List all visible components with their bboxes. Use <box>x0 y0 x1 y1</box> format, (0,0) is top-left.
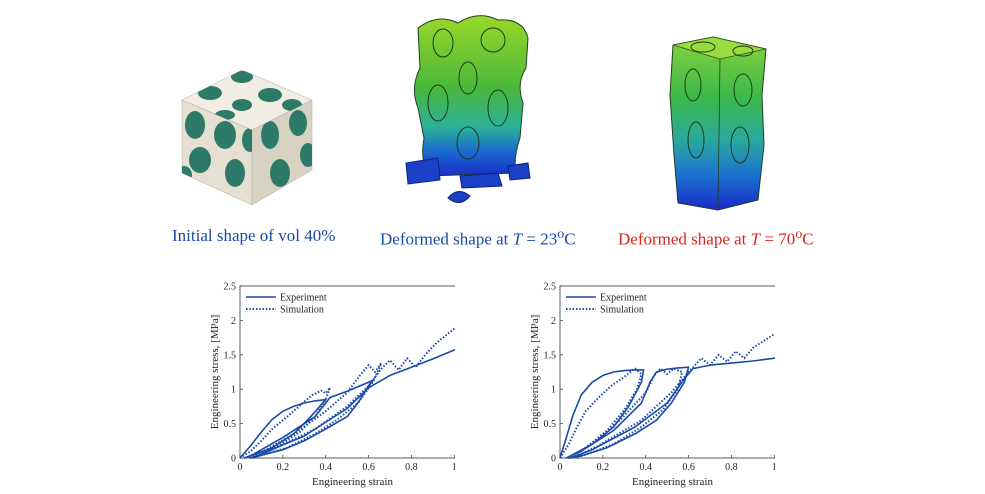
legend-label-experiment: Experiment <box>280 293 327 304</box>
legend-label-simulation: Simulation <box>280 305 324 316</box>
y-tick-label: 2.5 <box>544 282 557 293</box>
caption-var: T <box>512 229 523 249</box>
caption-value: 23 <box>540 229 558 249</box>
x-tick-label: 0.4 <box>319 462 332 473</box>
y-tick-label: 1 <box>551 385 556 396</box>
caption-text: Initial shape of vol 40% <box>172 226 336 245</box>
caption-value: 70 <box>778 229 796 249</box>
x-tick-label: 0 <box>558 462 563 473</box>
caption-deformed-23c: Deformed shape at T = 23oC <box>380 226 576 250</box>
caption-unit: C <box>802 229 814 249</box>
series-simulation-line <box>239 326 455 459</box>
caption-eq: = <box>760 229 779 249</box>
plot-frame <box>559 285 775 459</box>
series-experiment-line <box>239 348 455 459</box>
y-tick-label: 2.5 <box>224 282 237 293</box>
caption-initial-shape: Initial shape of vol 40% <box>172 226 335 246</box>
deformed-shape-70c <box>669 36 767 211</box>
x-axis-label: Engineering strain <box>312 476 393 488</box>
x-tick-label: 0.8 <box>725 462 738 473</box>
stress-strain-chart-left: 0 0.2 0.4 0.6 0.8 1 0 0.5 1 1.5 2 2.5 Engineering st… <box>209 282 455 488</box>
y-tick-label: 2 <box>231 316 236 327</box>
stress-strain-chart-right: 0 0.2 0.4 0.6 0.8 1 0 0.5 1 1.5 2 2.5 Engineering st… <box>529 282 775 488</box>
x-tick-label: 0.6 <box>362 462 375 473</box>
caption-deformed-70c: Deformed shape at T = 70oC <box>618 226 814 250</box>
x-tick-label: 1 <box>452 462 455 473</box>
caption-unit: C <box>564 229 576 249</box>
y-tick-label: 0 <box>551 454 556 465</box>
x-tick-label: 0.4 <box>639 462 652 473</box>
y-tick-label: 0.5 <box>224 419 237 430</box>
series-experiment-line <box>559 357 775 459</box>
deformed-shape-23c <box>405 15 531 203</box>
caption-var: T <box>750 229 761 249</box>
y-axis-label: Engineering stress, [MPa] <box>529 315 541 430</box>
x-tick-label: 0.8 <box>405 462 418 473</box>
y-tick-label: 0 <box>231 454 236 465</box>
x-tick-label: 0.6 <box>682 462 695 473</box>
x-tick-label: 0 <box>238 462 243 473</box>
x-tick-label: 0.2 <box>277 462 290 473</box>
caption-sup: o <box>795 226 803 242</box>
legend-label-experiment: Experiment <box>600 293 647 304</box>
y-tick-label: 1.5 <box>544 350 557 361</box>
y-axis-label: Engineering stress, [MPa] <box>209 315 221 430</box>
y-tick-label: 0.5 <box>544 419 557 430</box>
x-tick-label: 1 <box>772 462 775 473</box>
plot-frame <box>239 285 455 459</box>
caption-eq: = <box>522 229 541 249</box>
caption-sup: o <box>557 226 565 242</box>
caption-prefix: Deformed shape at <box>380 229 513 249</box>
legend-label-simulation: Simulation <box>600 305 644 316</box>
x-tick-label: 0.2 <box>597 462 610 473</box>
series-simulation-line <box>559 332 775 459</box>
initial-shape-cube <box>181 69 313 205</box>
y-tick-label: 1.5 <box>224 350 237 361</box>
x-axis-label: Engineering strain <box>632 476 713 488</box>
y-tick-label: 2 <box>551 316 556 327</box>
y-tick-label: 1 <box>231 385 236 396</box>
caption-prefix: Deformed shape at <box>618 229 751 249</box>
